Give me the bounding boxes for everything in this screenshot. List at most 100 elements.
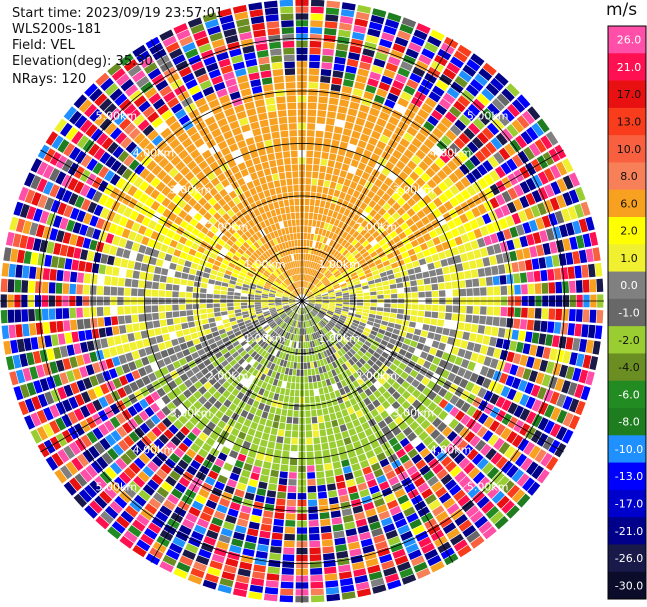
- ray-gate: [407, 197, 416, 207]
- ray-gate: [281, 409, 288, 416]
- ray-gate: [282, 305, 289, 308]
- ray-gate: [277, 328, 283, 335]
- ray-gate: [425, 255, 433, 264]
- ray-gate: [30, 158, 42, 173]
- ray-gate: [234, 309, 242, 314]
- ray-gate: [233, 362, 241, 370]
- ray-gate: [342, 308, 349, 312]
- ray-gate: [375, 540, 388, 551]
- ray-gate: [132, 519, 146, 532]
- ray-gate: [495, 132, 508, 146]
- ray-gate: [386, 92, 399, 103]
- ray-gate: [254, 494, 265, 503]
- ray-gate: [436, 140, 448, 151]
- ray-gate: [193, 400, 203, 410]
- ray-gate: [298, 342, 301, 349]
- ray-gate: [345, 150, 354, 159]
- ray-gate: [284, 339, 289, 346]
- ray-gate: [331, 419, 339, 428]
- ray-gate: [121, 363, 131, 374]
- ray-gate: [261, 295, 268, 299]
- ray-gate: [253, 353, 260, 361]
- ray-gate: [330, 448, 339, 456]
- ray-gate: [263, 510, 274, 518]
- ray-gate: [377, 395, 386, 404]
- ray-gate: [367, 564, 381, 574]
- ray-gate: [528, 219, 538, 232]
- ray-gate: [216, 540, 229, 551]
- ray-gate: [323, 34, 336, 43]
- ray-gate: [249, 285, 256, 290]
- ray-gate: [489, 233, 499, 244]
- ray-gate: [42, 164, 55, 179]
- ray-gate: [376, 118, 387, 128]
- ray-gate: [356, 386, 364, 394]
- ray-gate: [565, 366, 575, 380]
- ray-gate: [53, 347, 62, 360]
- ray-gate: [84, 505, 98, 519]
- ray-gate: [236, 318, 244, 324]
- ray-gate: [90, 274, 98, 284]
- ray-gate: [301, 307, 302, 315]
- ray-gate: [463, 127, 476, 140]
- ray-gate: [268, 304, 275, 307]
- ray-gate: [325, 356, 331, 364]
- ray-gate: [312, 164, 320, 172]
- ray-gate: [306, 157, 313, 165]
- ray-gate: [575, 280, 583, 293]
- ray-gate: [35, 308, 42, 321]
- ray-gate: [360, 366, 368, 374]
- ray-gate: [326, 312, 333, 317]
- ray-gate: [464, 431, 476, 443]
- ray-gate: [397, 207, 406, 216]
- ray-gate: [370, 295, 377, 299]
- ray-gate: [357, 140, 367, 149]
- ray-gate: [556, 409, 568, 424]
- ray-gate: [378, 239, 387, 247]
- ray-gate: [201, 318, 209, 325]
- ray-gate: [288, 368, 293, 376]
- ray-gate: [324, 393, 331, 401]
- ray-gate: [230, 276, 238, 282]
- ray-gate: [471, 168, 482, 180]
- ray-gate: [201, 367, 210, 376]
- ray-gate: [189, 268, 197, 275]
- ray-gate: [286, 178, 293, 186]
- ray-gate: [352, 372, 360, 380]
- ray-gate: [273, 364, 279, 372]
- ray-gate: [519, 393, 530, 407]
- ray-gate: [244, 492, 255, 501]
- ray-gate: [153, 320, 161, 328]
- ray-gate: [302, 307, 305, 314]
- ray-gate: [572, 338, 581, 351]
- ray-gate: [232, 327, 240, 333]
- ray-gate: [316, 374, 321, 382]
- ray-gate: [310, 403, 316, 410]
- ray-gate: [288, 192, 294, 199]
- ray-gate: [284, 316, 290, 323]
- ray-gate: [384, 303, 391, 308]
- ray-gate: [152, 282, 159, 290]
- ray-gate: [288, 403, 294, 410]
- ray-gate: [303, 314, 305, 321]
- ray-gate: [275, 208, 281, 216]
- ray-gate: [349, 338, 356, 345]
- ray-gate: [405, 48, 419, 59]
- ray-gate: [304, 321, 307, 328]
- ray-gate: [506, 464, 519, 478]
- ray-gate: [451, 346, 460, 356]
- ray-gate: [471, 384, 481, 395]
- ray-gate: [327, 104, 338, 112]
- ray-gate: [232, 588, 247, 598]
- ray-gate: [186, 465, 198, 476]
- ray-gate: [256, 50, 269, 58]
- ray-gate: [303, 321, 306, 328]
- ray-gate: [450, 273, 458, 281]
- ray-gate: [325, 14, 339, 22]
- ray-gate: [297, 314, 300, 321]
- ray-gate: [305, 290, 310, 296]
- ray-gate: [63, 270, 71, 282]
- ray-gate: [36, 178, 48, 193]
- ray-gate: [335, 305, 343, 309]
- ray-gate: [184, 260, 192, 268]
